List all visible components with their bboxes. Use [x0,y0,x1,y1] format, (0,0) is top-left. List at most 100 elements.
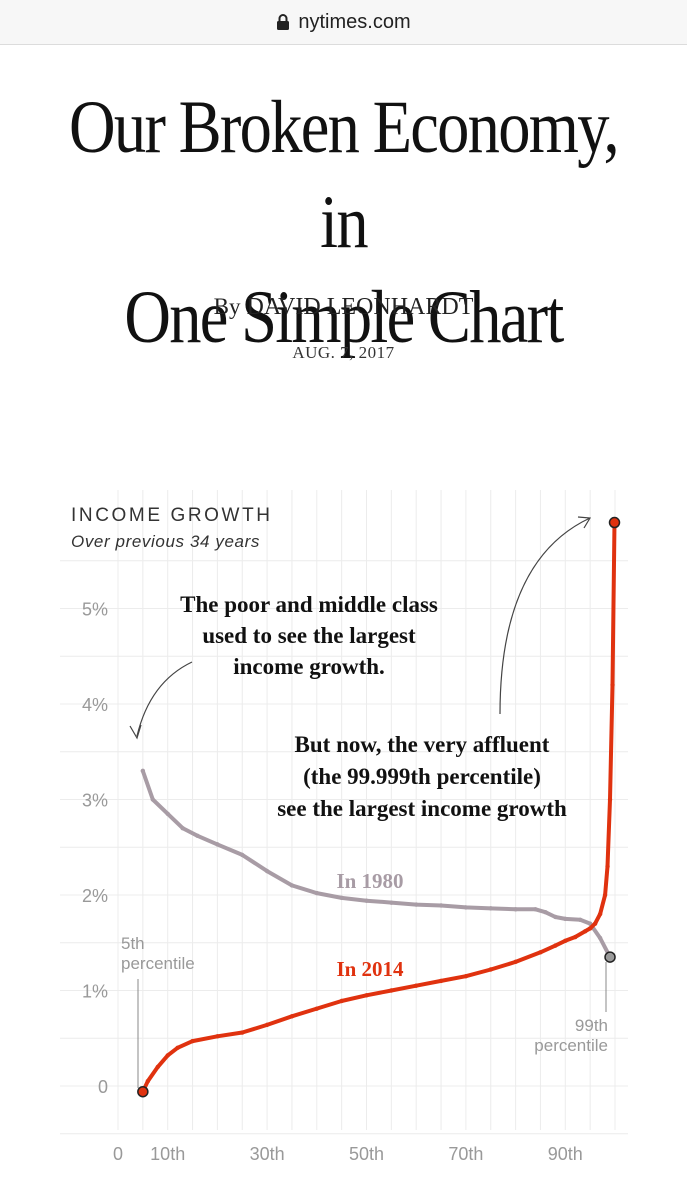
data-point [264,868,270,874]
series-label-2014: In 2014 [336,957,404,981]
data-point [463,973,469,979]
data-point [195,833,200,838]
data-point [578,917,583,923]
byline-prefix: By [213,294,241,319]
lock-icon [277,14,290,30]
label-99th: 99th [575,1016,608,1035]
annotation-affluent-line-3: see the largest income growth [277,796,567,821]
data-point [339,895,344,901]
chart-series [137,516,621,1098]
y-tick-label: 4% [82,695,108,715]
data-point [607,797,613,802]
data-point [573,934,578,940]
data-point [414,902,419,907]
data-point [513,959,518,965]
data-point [339,998,344,1004]
data-point [215,1034,220,1039]
byline: By DAVID LEONHARDT [0,294,687,321]
annotation-affluent-line-2: (the 99.999th percentile) [303,764,541,789]
annotation-poor-line-2: used to see the largest [202,623,416,648]
x-tick-label: 0 [113,1144,123,1164]
data-point [175,1045,180,1050]
data-point [582,929,588,934]
headline-line-2: One Simple Chart [124,276,564,359]
article-headline: Our Broken Economy, in One Simple Chart [0,80,687,365]
annotation-affluent-line-1: But now, the very affluent [295,732,550,757]
data-point [364,898,369,903]
data-point [289,1014,295,1019]
data-point [314,1006,319,1011]
endpoint-2014-top [608,516,621,529]
annotation-arrow-poor [136,661,193,737]
data-point [438,903,444,908]
data-point [190,1038,195,1044]
income-growth-chart: 0 1% 2% 3% 4% 5% 0 10th 30th 50th 70th 90th INCOME … [60,490,628,1165]
data-point [264,1022,270,1028]
browser-address-bar[interactable]: nytimes.com [0,0,687,45]
author-link[interactable]: DAVID LEONHARDT [246,294,474,320]
endpoint-2014-5th [137,1085,149,1098]
data-point [165,811,170,817]
y-tick-label: 0 [98,1077,108,1097]
data-point [533,907,538,912]
annotation-arrowhead-affluent [577,516,592,529]
data-point [587,926,593,931]
data-point [488,967,493,972]
data-point [240,1030,245,1035]
annotation-arrow-affluent [499,517,591,715]
data-point [155,1064,160,1070]
series-label-1980: In 1980 [336,869,403,893]
data-point [597,911,603,917]
data-point [597,935,603,941]
data-point [414,983,419,988]
x-tick-label: 50th [349,1144,384,1164]
url-display[interactable]: nytimes.com [276,10,411,34]
data-point [513,907,518,912]
data-point [165,1053,170,1058]
label-5th-percentile: percentile [121,954,195,973]
data-point [145,1079,151,1084]
data-point [538,950,543,955]
y-tick-label: 3% [82,791,108,811]
data-point [602,892,608,898]
data-point [364,993,369,998]
data-point [592,921,598,926]
data-point [240,852,245,858]
x-tick-label: 70th [448,1144,483,1164]
chart-gridlines [60,490,628,1135]
chart-axes: 0 1% 2% 3% 4% 5% 0 10th 30th 50th 70th 90th [82,600,583,1165]
data-point [463,905,469,910]
label-5th: 5th [121,934,145,953]
data-point [610,682,615,688]
data-point [140,768,146,774]
annotation-poor-line-3: income growth. [233,654,385,679]
annotation-arrowhead-poor [129,724,142,740]
data-point [553,943,558,948]
url-text: nytimes.com [298,10,411,33]
x-tick-label: 90th [548,1144,583,1164]
data-point [389,988,394,993]
data-point [389,900,394,905]
x-tick-label: 30th [250,1144,285,1164]
data-point [605,864,610,869]
data-point [553,914,558,920]
chart-title: INCOME GROWTH [71,505,273,526]
y-tick-label: 1% [82,982,108,1002]
y-tick-label: 2% [82,886,108,906]
data-point [215,842,220,847]
y-tick-label: 5% [82,600,108,620]
label-99th-percentile: percentile [534,1036,608,1055]
headline-line-1: Our Broken Economy, in [69,86,620,264]
data-point [180,825,185,831]
data-point [488,906,493,911]
chart-subtitle: Over previous 34 years [71,532,260,551]
data-point [150,797,155,802]
data-point [543,909,548,915]
data-point [438,978,444,984]
data-point [289,883,295,888]
data-point [563,938,568,944]
endpoint-1980-99th [604,951,616,963]
x-tick-label: 10th [150,1144,185,1164]
annotation-poor-line-1: The poor and middle class [180,592,438,617]
data-point [314,890,319,896]
